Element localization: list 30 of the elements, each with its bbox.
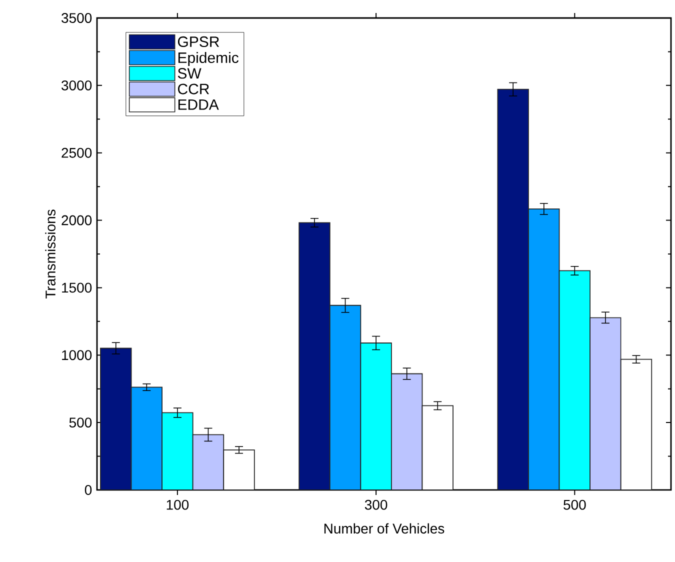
bar: [360, 342, 392, 490]
bar: [497, 88, 529, 490]
bar: [100, 348, 132, 490]
y-tick-label: 500: [69, 418, 92, 428]
legend-label: EDDA: [178, 99, 219, 110]
x-tick-label: 500: [564, 500, 586, 510]
bar: [298, 222, 330, 490]
bar: [391, 373, 423, 490]
legend-label: Epidemic: [178, 52, 239, 66]
y-tick-label: 3500: [62, 13, 92, 23]
bar: [528, 208, 560, 490]
y-axis-title: Transmissions: [45, 210, 56, 299]
legend-label: SW: [178, 68, 202, 79]
bar: [162, 412, 194, 490]
bar: [130, 386, 162, 490]
y-tick-label: 2000: [62, 215, 92, 226]
bar: [192, 434, 224, 490]
y-tick-label: 1000: [62, 350, 92, 360]
legend-label: GPSR: [178, 36, 220, 48]
x-tick-label: 300: [364, 500, 388, 510]
bar: [590, 317, 622, 490]
y-tick-label: 1500: [62, 282, 92, 293]
y-tick-label: 3000: [62, 80, 92, 90]
x-tick-label: 100: [166, 500, 189, 510]
y-tick-label: 2500: [62, 148, 92, 158]
x-axis-title: Number of Vehicles: [324, 523, 444, 534]
y-tick-label: 0: [84, 485, 92, 495]
bar: [558, 270, 591, 490]
legend-label: CCR: [178, 84, 210, 94]
bar: [329, 304, 362, 490]
